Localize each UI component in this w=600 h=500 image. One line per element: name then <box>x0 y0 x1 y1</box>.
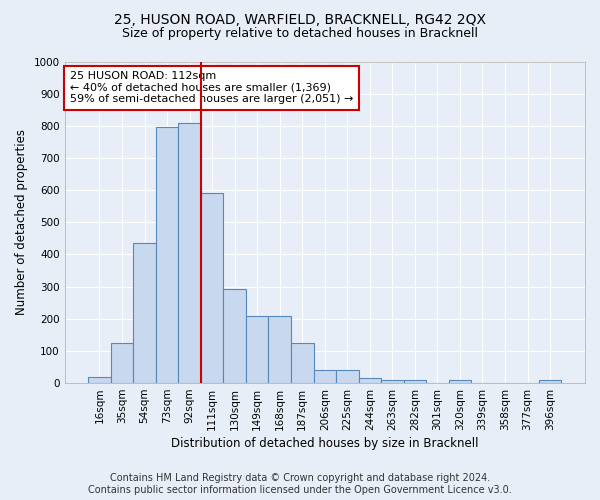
Bar <box>133 243 156 383</box>
Bar <box>404 380 426 383</box>
Bar <box>539 380 562 383</box>
Bar <box>291 343 314 383</box>
Bar <box>268 316 291 383</box>
Bar <box>178 122 201 383</box>
Text: Contains HM Land Registry data © Crown copyright and database right 2024.
Contai: Contains HM Land Registry data © Crown c… <box>88 474 512 495</box>
Bar <box>336 370 359 383</box>
Text: Size of property relative to detached houses in Bracknell: Size of property relative to detached ho… <box>122 28 478 40</box>
Bar <box>246 316 268 383</box>
Bar <box>201 194 223 383</box>
Bar <box>223 289 246 383</box>
Bar <box>111 343 133 383</box>
Bar <box>449 380 471 383</box>
Y-axis label: Number of detached properties: Number of detached properties <box>15 130 28 316</box>
X-axis label: Distribution of detached houses by size in Bracknell: Distribution of detached houses by size … <box>171 437 479 450</box>
Text: 25 HUSON ROAD: 112sqm
← 40% of detached houses are smaller (1,369)
59% of semi-d: 25 HUSON ROAD: 112sqm ← 40% of detached … <box>70 71 353 104</box>
Bar <box>359 378 381 383</box>
Text: 25, HUSON ROAD, WARFIELD, BRACKNELL, RG42 2QX: 25, HUSON ROAD, WARFIELD, BRACKNELL, RG4… <box>114 12 486 26</box>
Bar <box>156 128 178 383</box>
Bar <box>314 370 336 383</box>
Bar <box>381 380 404 383</box>
Bar <box>88 376 111 383</box>
